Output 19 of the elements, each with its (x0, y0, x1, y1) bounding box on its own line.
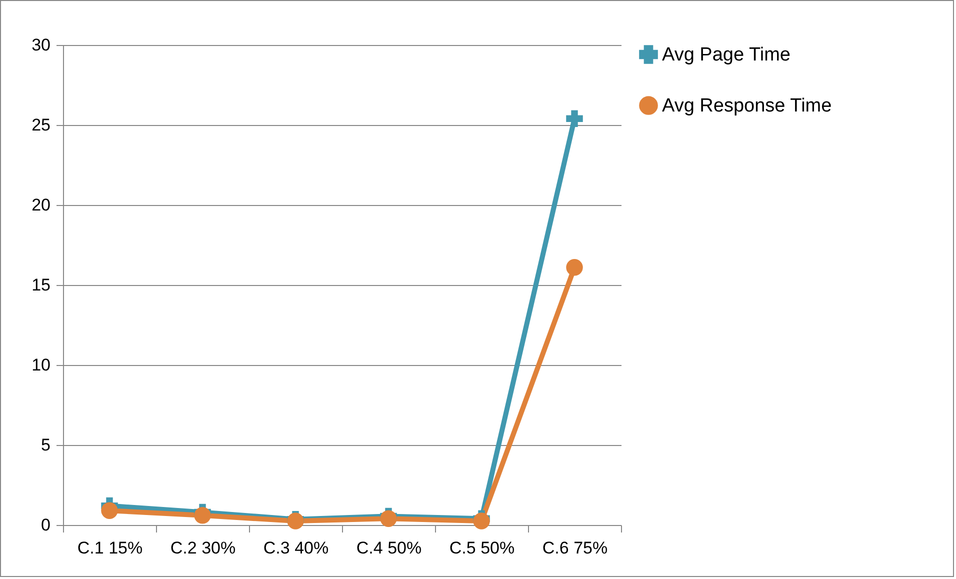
x-tick-label: C.5 50% (449, 538, 515, 558)
x-tick-label: C.6 75% (542, 538, 608, 558)
y-tick-label: 25 (32, 116, 50, 134)
x-tick-label: C.2 30% (170, 538, 236, 558)
legend-label: Avg Response Time (662, 96, 832, 116)
y-tick-label: 20 (32, 196, 50, 214)
point (101, 502, 118, 519)
y-tick-label: 0 (41, 516, 50, 534)
x-tick-label: C.1 15% (77, 538, 143, 558)
legend-label: Avg Page Time (662, 44, 791, 66)
y-tick-label: 15 (32, 276, 50, 294)
y-tick-label: 10 (32, 356, 50, 374)
point (566, 110, 583, 127)
point (194, 507, 211, 524)
x-tick-label: C.4 50% (356, 538, 422, 558)
y-tick-label: 30 (32, 36, 50, 54)
point (566, 259, 583, 276)
y-tick-label: 5 (41, 436, 50, 454)
x-tick-label: C.3 40% (263, 538, 329, 558)
